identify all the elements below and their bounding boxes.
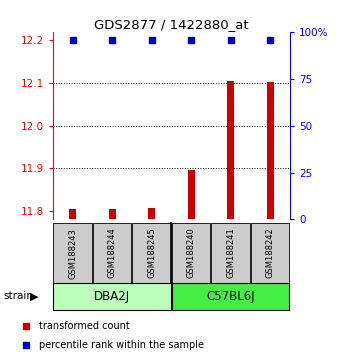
Text: GSM188241: GSM188241	[226, 228, 235, 279]
Bar	[227, 81, 234, 219]
Bar	[211, 223, 250, 283]
Title: GDS2877 / 1422880_at: GDS2877 / 1422880_at	[94, 18, 249, 31]
Bar	[172, 223, 210, 283]
Text: GSM188243: GSM188243	[68, 228, 77, 279]
Bar	[267, 82, 274, 219]
Text: GSM188242: GSM188242	[266, 228, 275, 279]
Bar	[188, 170, 195, 219]
Text: GSM188240: GSM188240	[187, 228, 196, 279]
Text: percentile rank within the sample: percentile rank within the sample	[39, 340, 204, 350]
Bar	[148, 207, 155, 219]
Text: GSM188245: GSM188245	[147, 228, 156, 279]
Text: ▶: ▶	[30, 291, 38, 302]
Bar	[69, 209, 76, 219]
Text: transformed count: transformed count	[39, 321, 130, 331]
Bar	[251, 223, 290, 283]
Bar	[172, 283, 290, 310]
Bar	[108, 209, 116, 219]
Bar	[53, 283, 171, 310]
Bar	[93, 223, 132, 283]
Text: strain: strain	[3, 291, 33, 302]
Bar	[132, 223, 171, 283]
Text: GSM188244: GSM188244	[108, 228, 117, 279]
Text: C57BL6J: C57BL6J	[206, 290, 255, 303]
Bar	[53, 223, 92, 283]
Text: DBA2J: DBA2J	[94, 290, 130, 303]
